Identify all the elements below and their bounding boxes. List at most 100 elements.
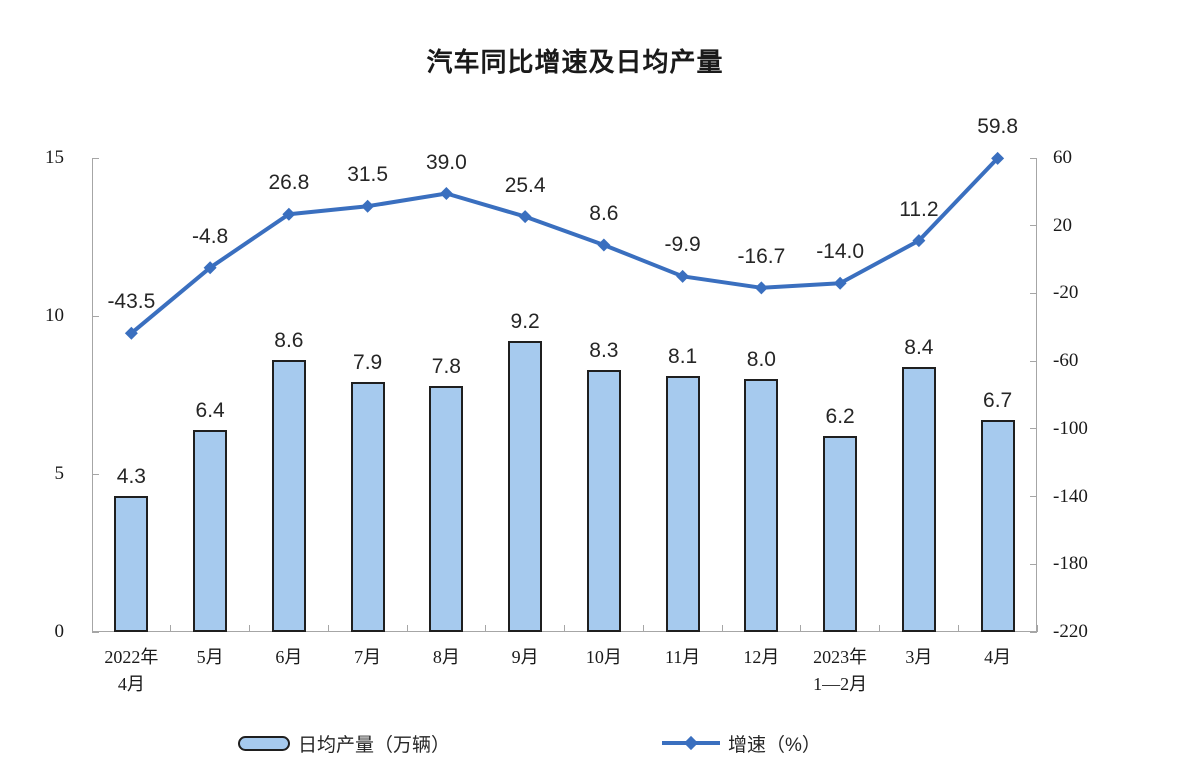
diamond-marker-icon <box>361 199 375 213</box>
line-value-label: 26.8 <box>268 171 310 195</box>
x-axis-category-label: 3月 <box>905 647 933 667</box>
bottom-axis-tick <box>800 625 802 632</box>
diamond-marker-icon <box>439 187 453 201</box>
bar <box>901 366 936 632</box>
bottom-axis-tick <box>642 625 644 632</box>
right-axis-tick <box>1030 157 1037 159</box>
left-axis-tick <box>92 157 99 159</box>
bar-value-label: 4.3 <box>116 465 146 489</box>
x-axis-category-label: 5月 <box>196 647 224 667</box>
right-axis-line <box>1036 158 1037 632</box>
bar <box>665 376 700 632</box>
bar <box>429 385 464 632</box>
bottom-axis-tick <box>721 625 723 632</box>
x-axis-category-label: 12月 <box>743 647 780 667</box>
bottom-axis-tick <box>249 625 250 632</box>
diamond-marker-icon <box>754 281 768 295</box>
left-axis-tick <box>92 473 99 475</box>
chart-title: 汽车同比增速及日均产量 <box>426 47 724 77</box>
legend-item-growth: 增速（%） <box>662 728 821 758</box>
x-axis-category-label: 9月 <box>511 647 539 667</box>
bottom-axis-tick <box>564 625 565 632</box>
line-value-label: 11.2 <box>899 197 939 221</box>
right-axis-tick-label: -140 <box>1053 485 1088 507</box>
bar-value-label: 9.2 <box>510 310 540 334</box>
bar-swatch-icon <box>238 735 290 751</box>
right-axis-tick <box>1030 428 1037 430</box>
bar-value-label: 7.8 <box>431 354 461 378</box>
diamond-marker-icon <box>597 238 611 252</box>
bar-value-label: 8.1 <box>668 345 698 369</box>
bottom-axis-tick <box>406 625 408 632</box>
bar-value-label: 6.7 <box>983 389 1013 413</box>
bottom-axis-tick <box>327 625 329 632</box>
bar-value-label: 7.9 <box>353 351 383 375</box>
right-axis-tick <box>1030 496 1037 498</box>
right-axis-tick <box>1030 631 1037 633</box>
right-axis-tick <box>1030 360 1037 362</box>
right-axis-tick-label: 20 <box>1053 214 1072 236</box>
left-axis-tick <box>92 631 99 633</box>
line-marker-icon <box>662 735 720 751</box>
bottom-axis-tick <box>957 625 959 632</box>
x-axis-category-label: 2023年 1—2月 <box>813 647 868 694</box>
line-value-label: -14.0 <box>816 240 865 264</box>
diamond-marker-icon <box>203 261 217 275</box>
right-axis-tick <box>1030 225 1037 227</box>
diamond-marker-icon <box>124 326 138 340</box>
line-value-label: 25.4 <box>504 173 546 197</box>
line-value-label: -4.8 <box>192 224 229 248</box>
bar <box>744 379 779 632</box>
bottom-axis-tick <box>91 625 93 632</box>
legend-label-production: 日均产量（万辆） <box>298 734 451 756</box>
line-value-label: 39.0 <box>425 150 467 174</box>
bottom-axis-tick <box>170 625 172 632</box>
legend: 日均产量（万辆） 增速（%） <box>0 728 1192 762</box>
right-axis-tick-label: -220 <box>1053 621 1088 642</box>
bar-value-label: 6.4 <box>195 398 225 422</box>
left-axis-tick-label: 5 <box>54 463 65 484</box>
x-axis-category-label: 2022年 4月 <box>104 647 159 694</box>
line-value-label: -9.9 <box>664 233 701 257</box>
diamond-marker-icon <box>991 151 1005 165</box>
bar-value-label: 8.6 <box>274 329 304 353</box>
line-value-label: 59.8 <box>977 115 1019 139</box>
line-value-label: 8.6 <box>589 202 619 225</box>
diamond-marker-icon <box>833 276 847 290</box>
left-axis-tick <box>92 315 99 317</box>
x-axis-category-label: 8月 <box>432 647 460 667</box>
diamond-marker-icon <box>683 735 699 751</box>
growth-line <box>129 156 1000 336</box>
plot-area <box>91 151 1038 633</box>
bottom-axis-tick <box>879 625 880 632</box>
legend-label-growth: 增速（%） <box>728 734 821 756</box>
right-axis-tick-label: -20 <box>1053 282 1079 304</box>
bar <box>193 429 228 632</box>
bar-value-label: 8.3 <box>589 338 619 362</box>
bottom-axis-tick <box>485 625 487 632</box>
x-axis-category-label: 10月 <box>585 647 622 667</box>
right-axis-tick <box>1030 563 1037 565</box>
bar <box>508 341 543 632</box>
right-axis-tick-label: 60 <box>1053 147 1072 168</box>
x-axis-category-label: 4月 <box>984 647 1012 667</box>
bar <box>586 369 621 632</box>
right-axis-tick-label: -60 <box>1053 350 1079 372</box>
right-axis-tick-label: -100 <box>1053 417 1088 439</box>
bar <box>271 360 306 632</box>
diamond-marker-icon <box>282 207 296 221</box>
diamond-marker-icon <box>912 234 926 248</box>
bar-value-label: 6.2 <box>825 405 855 429</box>
bar <box>980 420 1015 632</box>
bar-value-label: 8.0 <box>746 348 776 372</box>
bar-value-label: 8.4 <box>904 335 934 359</box>
bottom-axis-tick <box>1036 625 1038 632</box>
line-value-label: -16.7 <box>737 244 786 268</box>
bar <box>823 436 858 632</box>
right-axis-tick <box>1030 292 1037 294</box>
left-axis-line <box>92 158 93 632</box>
legend-item-production: 日均产量（万辆） <box>238 728 450 758</box>
diamond-marker-icon <box>518 210 532 224</box>
bar <box>114 496 149 632</box>
